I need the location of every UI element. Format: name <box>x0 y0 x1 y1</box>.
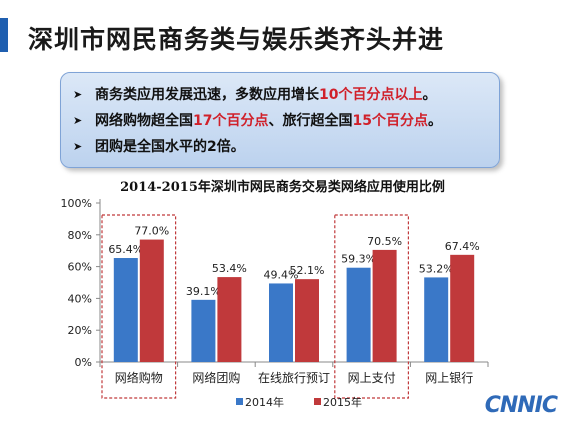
bar <box>269 283 293 362</box>
category-highlight-box <box>101 214 177 399</box>
data-label: 49.4% <box>264 268 299 281</box>
bar <box>113 258 138 362</box>
x-tick-label: 网上支付 <box>348 371 396 385</box>
data-label: 59.3% <box>341 253 376 266</box>
data-label: 77.0% <box>134 225 169 238</box>
bullet-box: ➤ 商务类应用发展迅速，多数应用增长10个百分点以上。 ➤ 网络购物超全国17个… <box>60 72 500 168</box>
bar <box>139 239 164 362</box>
slide-title: 深圳市网民商务类与娱乐类齐头并进 <box>28 25 445 54</box>
y-tick-label: 0% <box>75 356 92 369</box>
legend-swatch <box>314 398 321 405</box>
data-label: 70.5% <box>367 235 402 248</box>
bullet-item: ➤ 网络购物超全国17个百分点、旅行超全国15个百分点。 <box>73 107 487 133</box>
bullet-item: ➤ 商务类应用发展迅速，多数应用增长10个百分点以上。 <box>73 81 487 107</box>
bar <box>424 277 449 362</box>
y-tick-label: 100% <box>61 197 92 210</box>
bullet-highlight: 15个百分点 <box>352 113 428 129</box>
arrow-bullet-icon: ➤ <box>73 139 83 153</box>
arrow-bullet-icon: ➤ <box>73 113 83 127</box>
x-tick-label: 在线旅行预订 <box>258 371 330 385</box>
chart-title: 2014-2015年深圳市网民商务交易类网络应用使用比例 <box>120 180 445 195</box>
legend-label: 2014年 <box>245 395 284 409</box>
x-tick-label: 网络购物 <box>115 370 163 385</box>
bullet-text-part: 网络购物超全国 <box>95 113 193 129</box>
bullet-text-part: 团购是全国水平的2倍。 <box>95 139 245 155</box>
y-tick-label: 20% <box>68 324 92 337</box>
bullet-text: 商务类应用发展迅速，多数应用增长10个百分点以上。 <box>95 84 436 104</box>
data-label: 39.1% <box>186 285 221 298</box>
bullet-text-part: 。 <box>427 113 442 129</box>
bar <box>372 249 397 362</box>
legend-label: 2015年 <box>323 395 362 409</box>
bullet-highlight: 10个百分点以上 <box>319 87 423 103</box>
x-tick-label: 网络团购 <box>192 370 240 385</box>
bar <box>217 277 242 362</box>
bullet-text: 网络购物超全国17个百分点、旅行超全国15个百分点。 <box>95 110 442 130</box>
bullet-highlight: 17个百分点 <box>193 113 269 129</box>
legend-swatch <box>236 398 243 405</box>
y-tick-label: 80% <box>68 229 92 242</box>
bar <box>295 279 319 362</box>
arrow-bullet-icon: ➤ <box>73 87 83 101</box>
data-label: 65.4% <box>108 243 143 256</box>
x-tick-label: 网上银行 <box>425 371 473 385</box>
bullet-text: 团购是全国水平的2倍。 <box>95 136 245 156</box>
data-label: 53.4% <box>212 262 247 275</box>
category-highlight-box <box>334 214 409 399</box>
bar <box>450 254 475 362</box>
bullet-text-part: 商务类应用发展迅速，多数应用增长 <box>95 87 319 103</box>
data-label: 67.4% <box>445 240 480 253</box>
bullet-text-part: 、旅行超全国 <box>268 113 353 129</box>
data-label: 53.2% <box>419 262 454 275</box>
bar <box>346 267 371 362</box>
data-label: 52.1% <box>290 264 325 277</box>
cnnic-logo: CNNIC <box>484 393 558 418</box>
y-tick-label: 40% <box>68 292 92 305</box>
title-accent-bar <box>0 18 8 52</box>
bullet-text-part: 。 <box>422 87 437 103</box>
bullet-item: ➤ 团购是全国水平的2倍。 <box>73 133 487 159</box>
y-tick-label: 60% <box>68 261 92 274</box>
bar <box>191 299 216 362</box>
